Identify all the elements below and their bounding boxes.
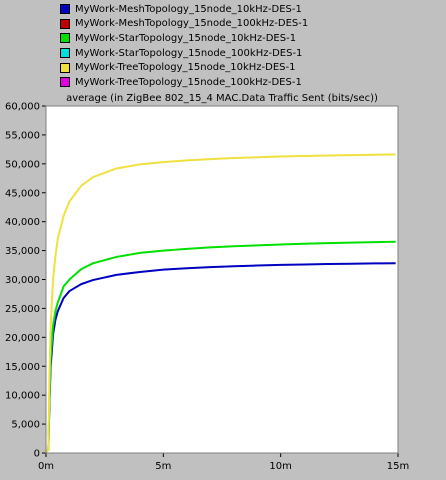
- legend-label: MyWork-TreeTopology_15node_100kHz-DES-1: [75, 76, 302, 88]
- legend-swatch: [60, 62, 70, 73]
- y-tick-label: 45,000: [5, 188, 40, 199]
- y-tick-label: 15,000: [5, 362, 40, 373]
- legend-label: MyWork-StarTopology_15node_100kHz-DES-1: [75, 47, 303, 59]
- series-line-4: [45, 153, 396, 454]
- y-tick-label: 10,000: [5, 391, 40, 402]
- x-tick-label: 5m: [155, 461, 171, 472]
- plot-area: [46, 106, 398, 453]
- x-tick-label: 0m: [38, 461, 54, 472]
- x-tick-label: 15m: [387, 461, 409, 472]
- legend-item: MyWork-TreeTopology_15node_10kHz-DES-1: [60, 60, 440, 75]
- legend-swatch: [60, 4, 70, 15]
- y-tick-label: 35,000: [5, 246, 40, 257]
- y-tick-label: 5,000: [11, 420, 40, 431]
- legend-item: MyWork-MeshTopology_15node_100kHz-DES-1: [60, 17, 440, 32]
- legend-swatch: [60, 48, 70, 59]
- y-tick-label: 60,000: [5, 102, 40, 113]
- legend-item: MyWork-TreeTopology_15node_100kHz-DES-1: [60, 75, 440, 90]
- legend-label: MyWork-TreeTopology_15node_10kHz-DES-1: [75, 62, 296, 74]
- legend-item: MyWork-StarTopology_15node_10kHz-DES-1: [60, 31, 440, 46]
- y-axis: 0 5,000 10,000 15,000 20,000 25,000 30,000 35,0…: [5, 102, 46, 460]
- chart-title: average (in ZigBee 802_15_4 MAC.Data Tra…: [66, 93, 378, 104]
- y-tick-label: 55,000: [5, 130, 40, 141]
- legend-item: MyWork-MeshTopology_15node_10kHz-DES-1: [60, 2, 440, 17]
- legend-swatch: [60, 18, 70, 29]
- series-lines: [45, 153, 396, 454]
- legend-swatch: [60, 77, 70, 88]
- legend-swatch: [60, 33, 70, 44]
- legend-label: MyWork-MeshTopology_15node_10kHz-DES-1: [75, 3, 302, 15]
- x-tick-label: 10m: [269, 461, 291, 472]
- chart-legend: MyWork-MeshTopology_15node_10kHz-DES-1 My…: [60, 2, 440, 90]
- y-tick-label: 50,000: [5, 159, 40, 170]
- y-tick-label: 0: [34, 449, 40, 460]
- y-tick-label: 30,000: [5, 275, 40, 286]
- plot-border: [45, 105, 399, 454]
- legend-label: MyWork-StarTopology_15node_10kHz-DES-1: [75, 32, 297, 44]
- y-tick-label: 20,000: [5, 333, 40, 344]
- y-tick-label: 25,000: [5, 304, 40, 315]
- x-axis: 0m 5m 10m 15m: [38, 453, 409, 472]
- y-tick-label: 40,000: [5, 217, 40, 228]
- legend-label: MyWork-MeshTopology_15node_100kHz-DES-1: [75, 18, 309, 30]
- legend-item: MyWork-StarTopology_15node_100kHz-DES-1: [60, 46, 440, 61]
